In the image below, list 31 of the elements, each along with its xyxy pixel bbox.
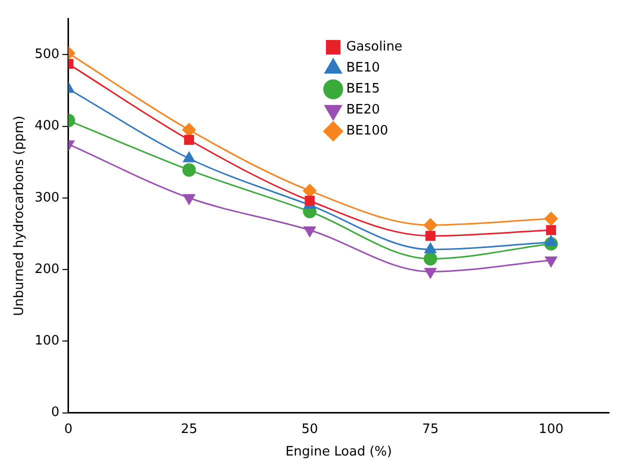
x-axis-title: Engine Load (%) xyxy=(285,444,392,460)
point xyxy=(182,123,196,137)
x-tick-label: 0 xyxy=(64,422,73,437)
legend-label: Gasoline xyxy=(346,40,402,55)
point xyxy=(182,163,196,177)
point xyxy=(424,252,438,266)
x-tick-label: 50 xyxy=(301,422,318,437)
legend-label: BE15 xyxy=(346,82,380,97)
point xyxy=(544,212,558,226)
y-axis-title: Unburned hydrocarbons (ppm) xyxy=(12,116,28,316)
legend-label: BE10 xyxy=(346,60,380,76)
point xyxy=(546,225,556,236)
point xyxy=(304,196,315,206)
point xyxy=(304,226,316,237)
legend-label: BE100 xyxy=(346,124,388,139)
y-tick-label: 100 xyxy=(34,334,60,349)
point xyxy=(184,134,194,145)
point xyxy=(424,218,438,232)
point xyxy=(302,184,316,198)
y-tick-label: 200 xyxy=(34,262,60,277)
y-tick-label: 0 xyxy=(51,405,60,420)
point xyxy=(425,230,436,241)
y-tick-label: 300 xyxy=(34,190,60,206)
x-tick-label: 100 xyxy=(538,422,564,437)
legend-label: BE20 xyxy=(346,102,380,118)
x-tick-label: 25 xyxy=(180,422,198,437)
point xyxy=(545,256,558,267)
point xyxy=(424,268,436,278)
y-tick-label: 500 xyxy=(34,46,60,62)
x-tick-label: 75 xyxy=(422,422,439,437)
y-tick-label: 400 xyxy=(34,118,60,134)
